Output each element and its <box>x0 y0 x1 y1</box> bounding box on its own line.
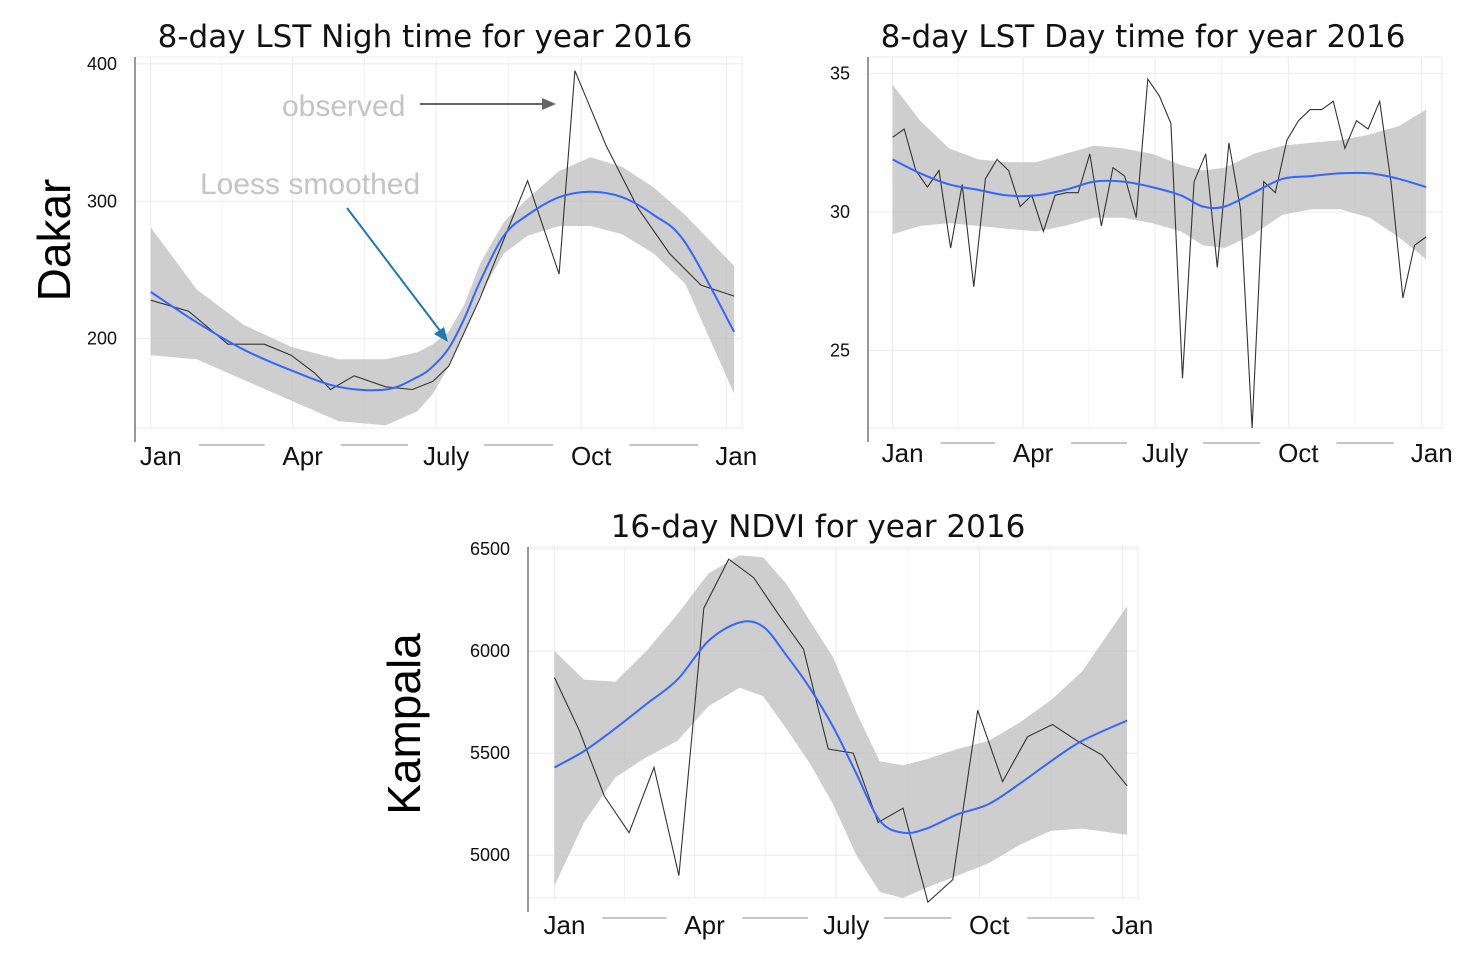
row-label-dakar: Dakar <box>28 179 80 302</box>
x-tick-label: Apr <box>282 441 323 471</box>
annotation-group: observed Loess smoothed <box>200 90 556 342</box>
smoothed-line <box>892 158 1427 210</box>
x-tick-label: Jan <box>715 441 757 471</box>
x-tick-label: Oct <box>1278 438 1319 468</box>
panel-kampala-ndvi: 16-day NDVI for year 2016 5000 5500 6000 650… <box>470 509 1153 940</box>
panel-dakar-night: 8-day LST Nigh time for year 2016 200 300 4… <box>87 19 757 471</box>
row-label-kampala: Kampala <box>378 633 430 815</box>
x-tick-label: July <box>423 441 469 471</box>
observed-line <box>150 70 735 391</box>
x-tick-label: Jan <box>1411 438 1453 468</box>
y-tick-label: 300 <box>87 191 117 211</box>
observed-arrow-head <box>542 98 556 110</box>
chart-title: 8-day LST Day time for year 2016 <box>881 19 1406 55</box>
loess-arrow-head <box>434 327 448 342</box>
x-tick-label: Oct <box>969 910 1010 940</box>
observed-annotation: observed <box>282 90 405 123</box>
y-tick-label: 5000 <box>470 845 510 865</box>
chart-title: 16-day NDVI for year 2016 <box>611 509 1026 545</box>
confidence-band <box>150 157 735 426</box>
x-tick-label: Jan <box>1111 910 1153 940</box>
chart-title: 8-day LST Nigh time for year 2016 <box>158 19 693 55</box>
x-tick-label: Jan <box>140 441 182 471</box>
x-tick-label: July <box>1142 438 1188 468</box>
y-tick-label: 25 <box>830 340 850 360</box>
x-tick-label: Oct <box>571 441 612 471</box>
observed-line <box>892 77 1427 429</box>
x-tick-label: July <box>823 910 869 940</box>
loess-annotation: Loess smoothed <box>200 168 420 201</box>
x-tick-label: Apr <box>684 910 725 940</box>
smoothed-line <box>554 620 1128 835</box>
smoothed-line <box>150 190 735 392</box>
panel-dakar-day: 8-day LST Day time for year 2016 25 30 35 Ja… <box>830 19 1453 468</box>
y-tick-label: 6000 <box>470 641 510 661</box>
confidence-band <box>554 555 1128 898</box>
observed-line <box>554 558 1128 904</box>
y-tick-label: 400 <box>87 54 117 74</box>
loess-arrow <box>346 207 442 333</box>
y-tick-label: 6500 <box>470 539 510 559</box>
y-tick-label: 200 <box>87 329 117 349</box>
x-tick-label: Jan <box>882 438 924 468</box>
y-tick-label: 5500 <box>470 743 510 763</box>
x-tick-label: Jan <box>543 910 585 940</box>
x-tick-label: Apr <box>1013 438 1054 468</box>
y-tick-label: 30 <box>830 202 850 222</box>
y-tick-label: 35 <box>830 64 850 84</box>
confidence-band <box>892 84 1427 260</box>
